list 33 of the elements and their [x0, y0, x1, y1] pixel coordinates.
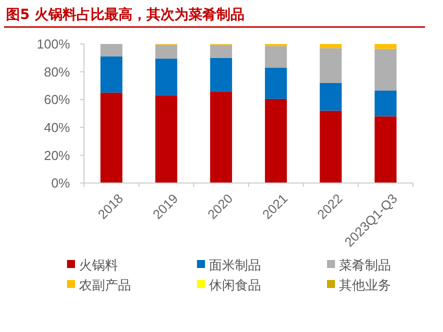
bar — [320, 44, 342, 48]
bar — [155, 95, 178, 183]
y-tick-label: 0% — [51, 176, 70, 191]
bar — [100, 56, 122, 93]
y-tick-label: 100% — [36, 36, 70, 52]
chart-title: 图5 火锅料占比最高，其次为菜肴制品 — [6, 6, 245, 23]
legend-label: 休闲食品 — [209, 278, 261, 294]
bar — [320, 82, 342, 111]
legend-label: 火锅料 — [79, 258, 118, 274]
bar — [210, 91, 232, 183]
bar — [210, 58, 232, 92]
bar — [320, 48, 342, 83]
bar — [320, 110, 342, 183]
bar — [264, 98, 287, 183]
y-tick-label: 60% — [44, 92, 70, 108]
legend-label: 其他业务 — [339, 278, 391, 294]
bar — [374, 90, 397, 116]
bar — [210, 44, 232, 58]
bar — [374, 44, 397, 49]
y-tick-label: 20% — [44, 148, 70, 163]
legend-label: 面米制品 — [209, 258, 261, 274]
bar — [374, 116, 397, 183]
bar — [264, 46, 287, 68]
bar — [155, 58, 178, 96]
bar — [100, 44, 122, 57]
bar — [264, 68, 287, 99]
bar — [155, 44, 178, 59]
y-tick-label: 80% — [44, 64, 70, 80]
legend-label: 菜肴制品 — [339, 258, 391, 274]
bar — [374, 48, 397, 91]
y-tick-label: 40% — [44, 120, 70, 135]
legend-label: 农副产品 — [79, 278, 131, 294]
bar — [100, 92, 122, 183]
